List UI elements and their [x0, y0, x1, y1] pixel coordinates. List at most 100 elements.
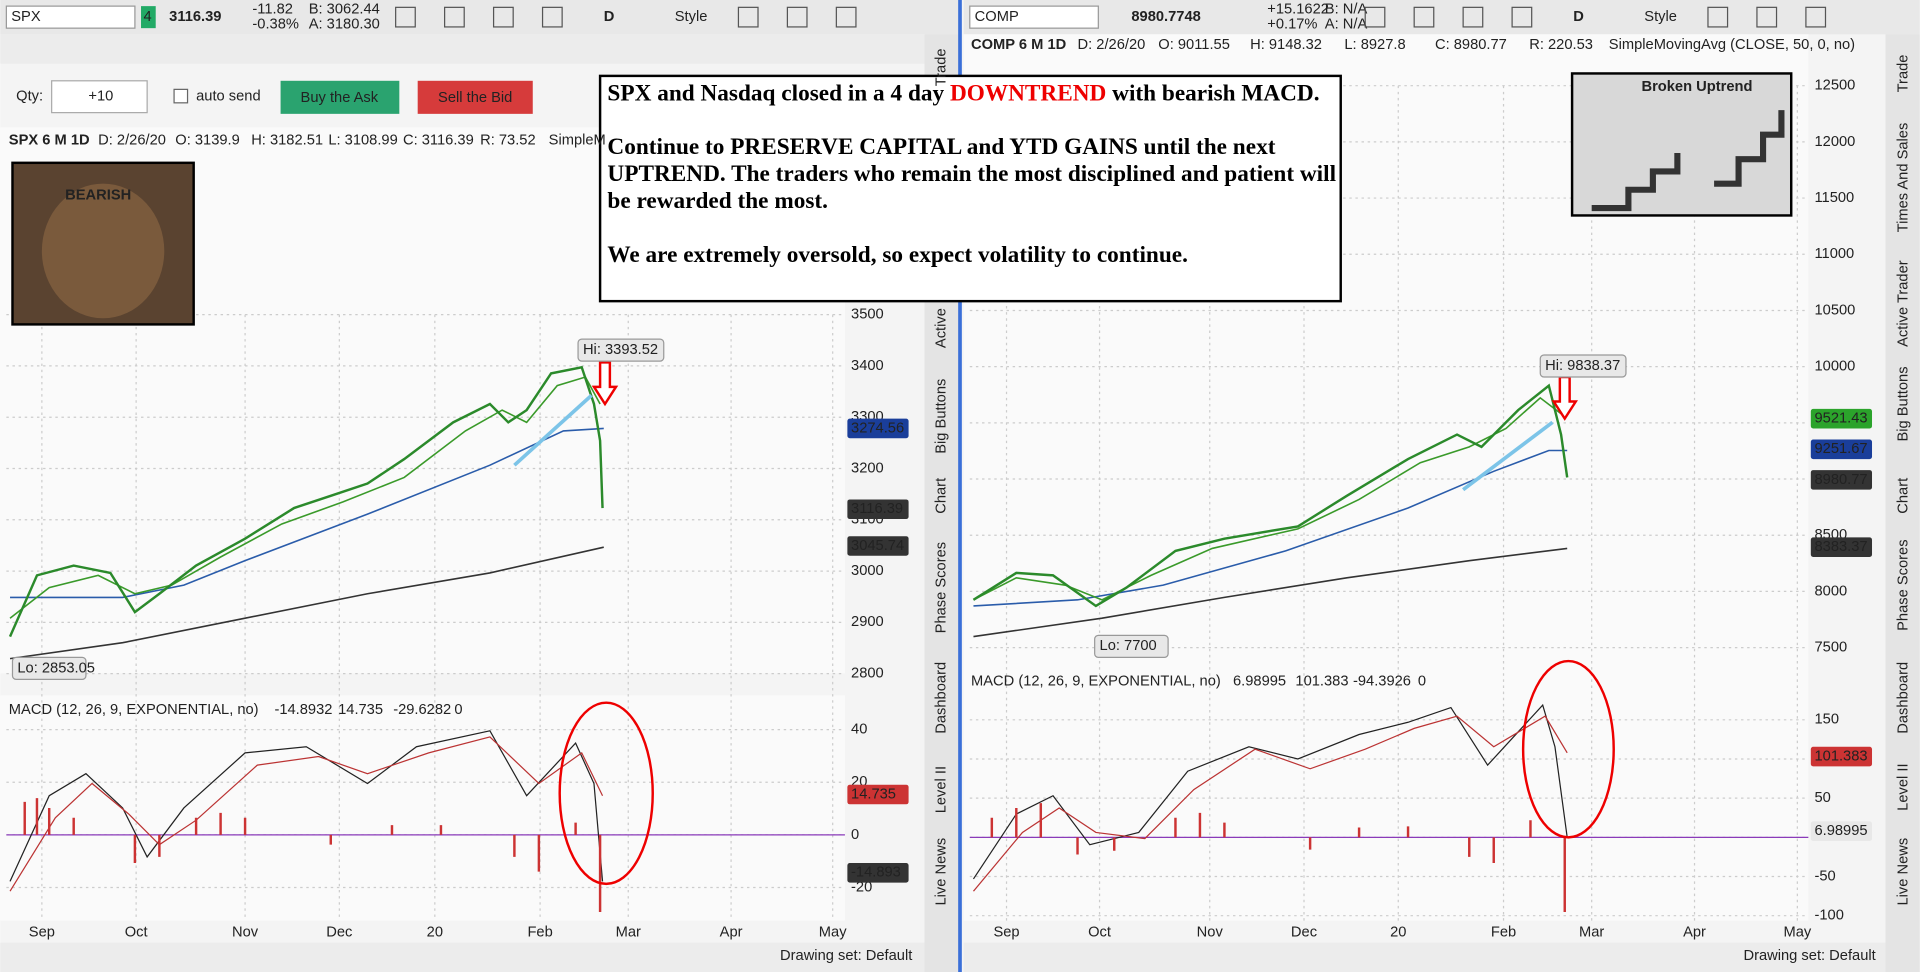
macd-lines	[9, 659, 1615, 913]
side-tab[interactable]: Chart	[1896, 478, 1912, 514]
change: -11.82	[252, 2, 293, 18]
side-tab[interactable]: Level II	[1896, 763, 1912, 810]
chart-header-item: O: 3139.9	[175, 133, 240, 149]
right-footer	[963, 942, 1886, 972]
price-tag	[847, 784, 909, 805]
side-tab[interactable]: Active Trader	[1896, 260, 1912, 347]
price-axis-label: 3000	[851, 563, 884, 579]
side-tab[interactable]: Phase Scores	[934, 542, 950, 633]
toolbar-icon[interactable]	[1707, 6, 1729, 28]
note-paragraph: We are extremely oversold, so expect vol…	[607, 242, 1188, 269]
price-axis-label: 3400	[851, 358, 884, 374]
auto-send-checkbox[interactable]	[173, 88, 189, 104]
side-tab[interactable]: Times And Sales	[1896, 123, 1912, 233]
sma-200	[9, 546, 604, 660]
sma-50	[973, 449, 1568, 607]
toolbar-icon[interactable]	[1756, 6, 1778, 28]
hilo-label: Lo: 2853.05	[17, 660, 95, 676]
month-label: 20	[427, 925, 443, 941]
macd-header-item: 0	[1418, 674, 1426, 690]
month-label: Sep	[29, 925, 55, 941]
side-tab[interactable]: Live News	[934, 838, 950, 906]
left-price-lines	[8, 361, 619, 660]
month-label: Dec	[326, 925, 352, 941]
sell-label: Sell the Bid	[438, 90, 512, 106]
price-axis-label: 2800	[851, 666, 884, 682]
symbol-box[interactable]	[969, 5, 1099, 29]
price-tag-label: 9251.67	[1814, 441, 1867, 457]
note-box	[598, 74, 1342, 303]
toolbar-icon[interactable]	[395, 6, 416, 28]
toolbar-icon[interactable]	[541, 6, 563, 28]
qty-label: Qty:	[16, 89, 43, 105]
hilo-box	[1094, 634, 1169, 658]
symbol-box[interactable]	[5, 5, 136, 29]
ask: A: 3180.30	[309, 16, 380, 32]
side-tab[interactable]: Level II	[934, 766, 950, 813]
macd-axis-label: -50	[1814, 868, 1835, 884]
price-axis-label: 3200	[851, 460, 884, 476]
chart-header-item: C: 8980.77	[1435, 37, 1507, 53]
macd-axis-label: 0	[851, 827, 859, 843]
price-tag	[1810, 537, 1873, 558]
side-tab[interactable]: Dashboard	[934, 662, 950, 734]
chart-header-item: SimpleMovingAvg (CLOSE, 50, 0, no)	[1609, 37, 1855, 53]
toolbar-icon[interactable]	[444, 6, 465, 28]
month-label: Nov	[1197, 925, 1224, 941]
chart-header-item: D: 2/26/20	[98, 133, 166, 149]
down-arrow	[1551, 375, 1579, 421]
sma-50	[10, 427, 604, 599]
toolbar-icon[interactable]	[835, 6, 857, 28]
macd-header-item: -14.8932	[274, 702, 332, 718]
left-signal	[9, 736, 604, 892]
buy-button[interactable]	[280, 80, 400, 114]
side-tab[interactable]: Dashboard	[1896, 662, 1912, 734]
side-tab[interactable]: Big Buttons	[934, 379, 950, 454]
month-label: May	[819, 925, 847, 941]
sell-button[interactable]	[417, 80, 533, 114]
bid: B: N/A	[1325, 2, 1368, 18]
price-axis-label: 10000	[1814, 359, 1855, 375]
side-tab[interactable]: Trade	[1896, 55, 1912, 93]
price-tag-label: -14.893	[851, 865, 901, 881]
price-tag-label: 3045.74	[851, 538, 904, 554]
hilo-box	[577, 338, 665, 362]
side-tab[interactable]: Active	[934, 308, 950, 348]
side-tab[interactable]: Trade	[934, 48, 950, 86]
side-tab[interactable]: Chart	[934, 478, 950, 514]
image-label: BEARISH	[65, 188, 131, 204]
right-toolbar	[963, 0, 1920, 35]
toolbar-icon[interactable]	[1805, 6, 1827, 28]
month-label: Dec	[1291, 925, 1317, 941]
chart-header-item: SPX 6 M 1D	[9, 133, 90, 149]
toolbar-icon[interactable]	[786, 6, 808, 28]
month-label: Sep	[993, 925, 1019, 941]
toolbar-icon[interactable]	[1511, 6, 1533, 28]
toolbar-icon[interactable]	[1413, 6, 1435, 28]
price-axis-label: 12000	[1814, 134, 1855, 150]
price-tag	[1810, 439, 1873, 460]
ask: A: N/A	[1325, 16, 1368, 32]
side-tab[interactable]: Live News	[1896, 838, 1912, 906]
note-text: SPX and Nasdaq closed in a 4 day	[607, 80, 950, 107]
hilo-box	[11, 656, 87, 681]
toolbar-icon[interactable]	[1364, 6, 1386, 28]
macd-axis-label: 40	[851, 721, 867, 737]
badge: 4	[143, 9, 151, 25]
price-tag	[847, 418, 909, 439]
left-circle	[558, 701, 654, 886]
chart-header-item: SimpleM	[549, 133, 606, 149]
toolbar-icon[interactable]	[737, 6, 759, 28]
side-tab[interactable]: Phase Scores	[1896, 539, 1912, 630]
uptrend-image	[1570, 72, 1793, 217]
change-pct: +0.17%	[1267, 16, 1317, 32]
qty-input[interactable]	[51, 80, 148, 114]
note-highlight: DOWNTREND	[949, 80, 1107, 107]
side-tab[interactable]: Big Buttons	[1896, 366, 1912, 441]
toolbar-icon[interactable]	[1462, 6, 1484, 28]
hilo-box	[1539, 354, 1627, 378]
toolbar-icon[interactable]	[492, 6, 514, 28]
month-label: Mar	[616, 925, 641, 941]
buy-label: Buy the Ask	[301, 90, 379, 106]
